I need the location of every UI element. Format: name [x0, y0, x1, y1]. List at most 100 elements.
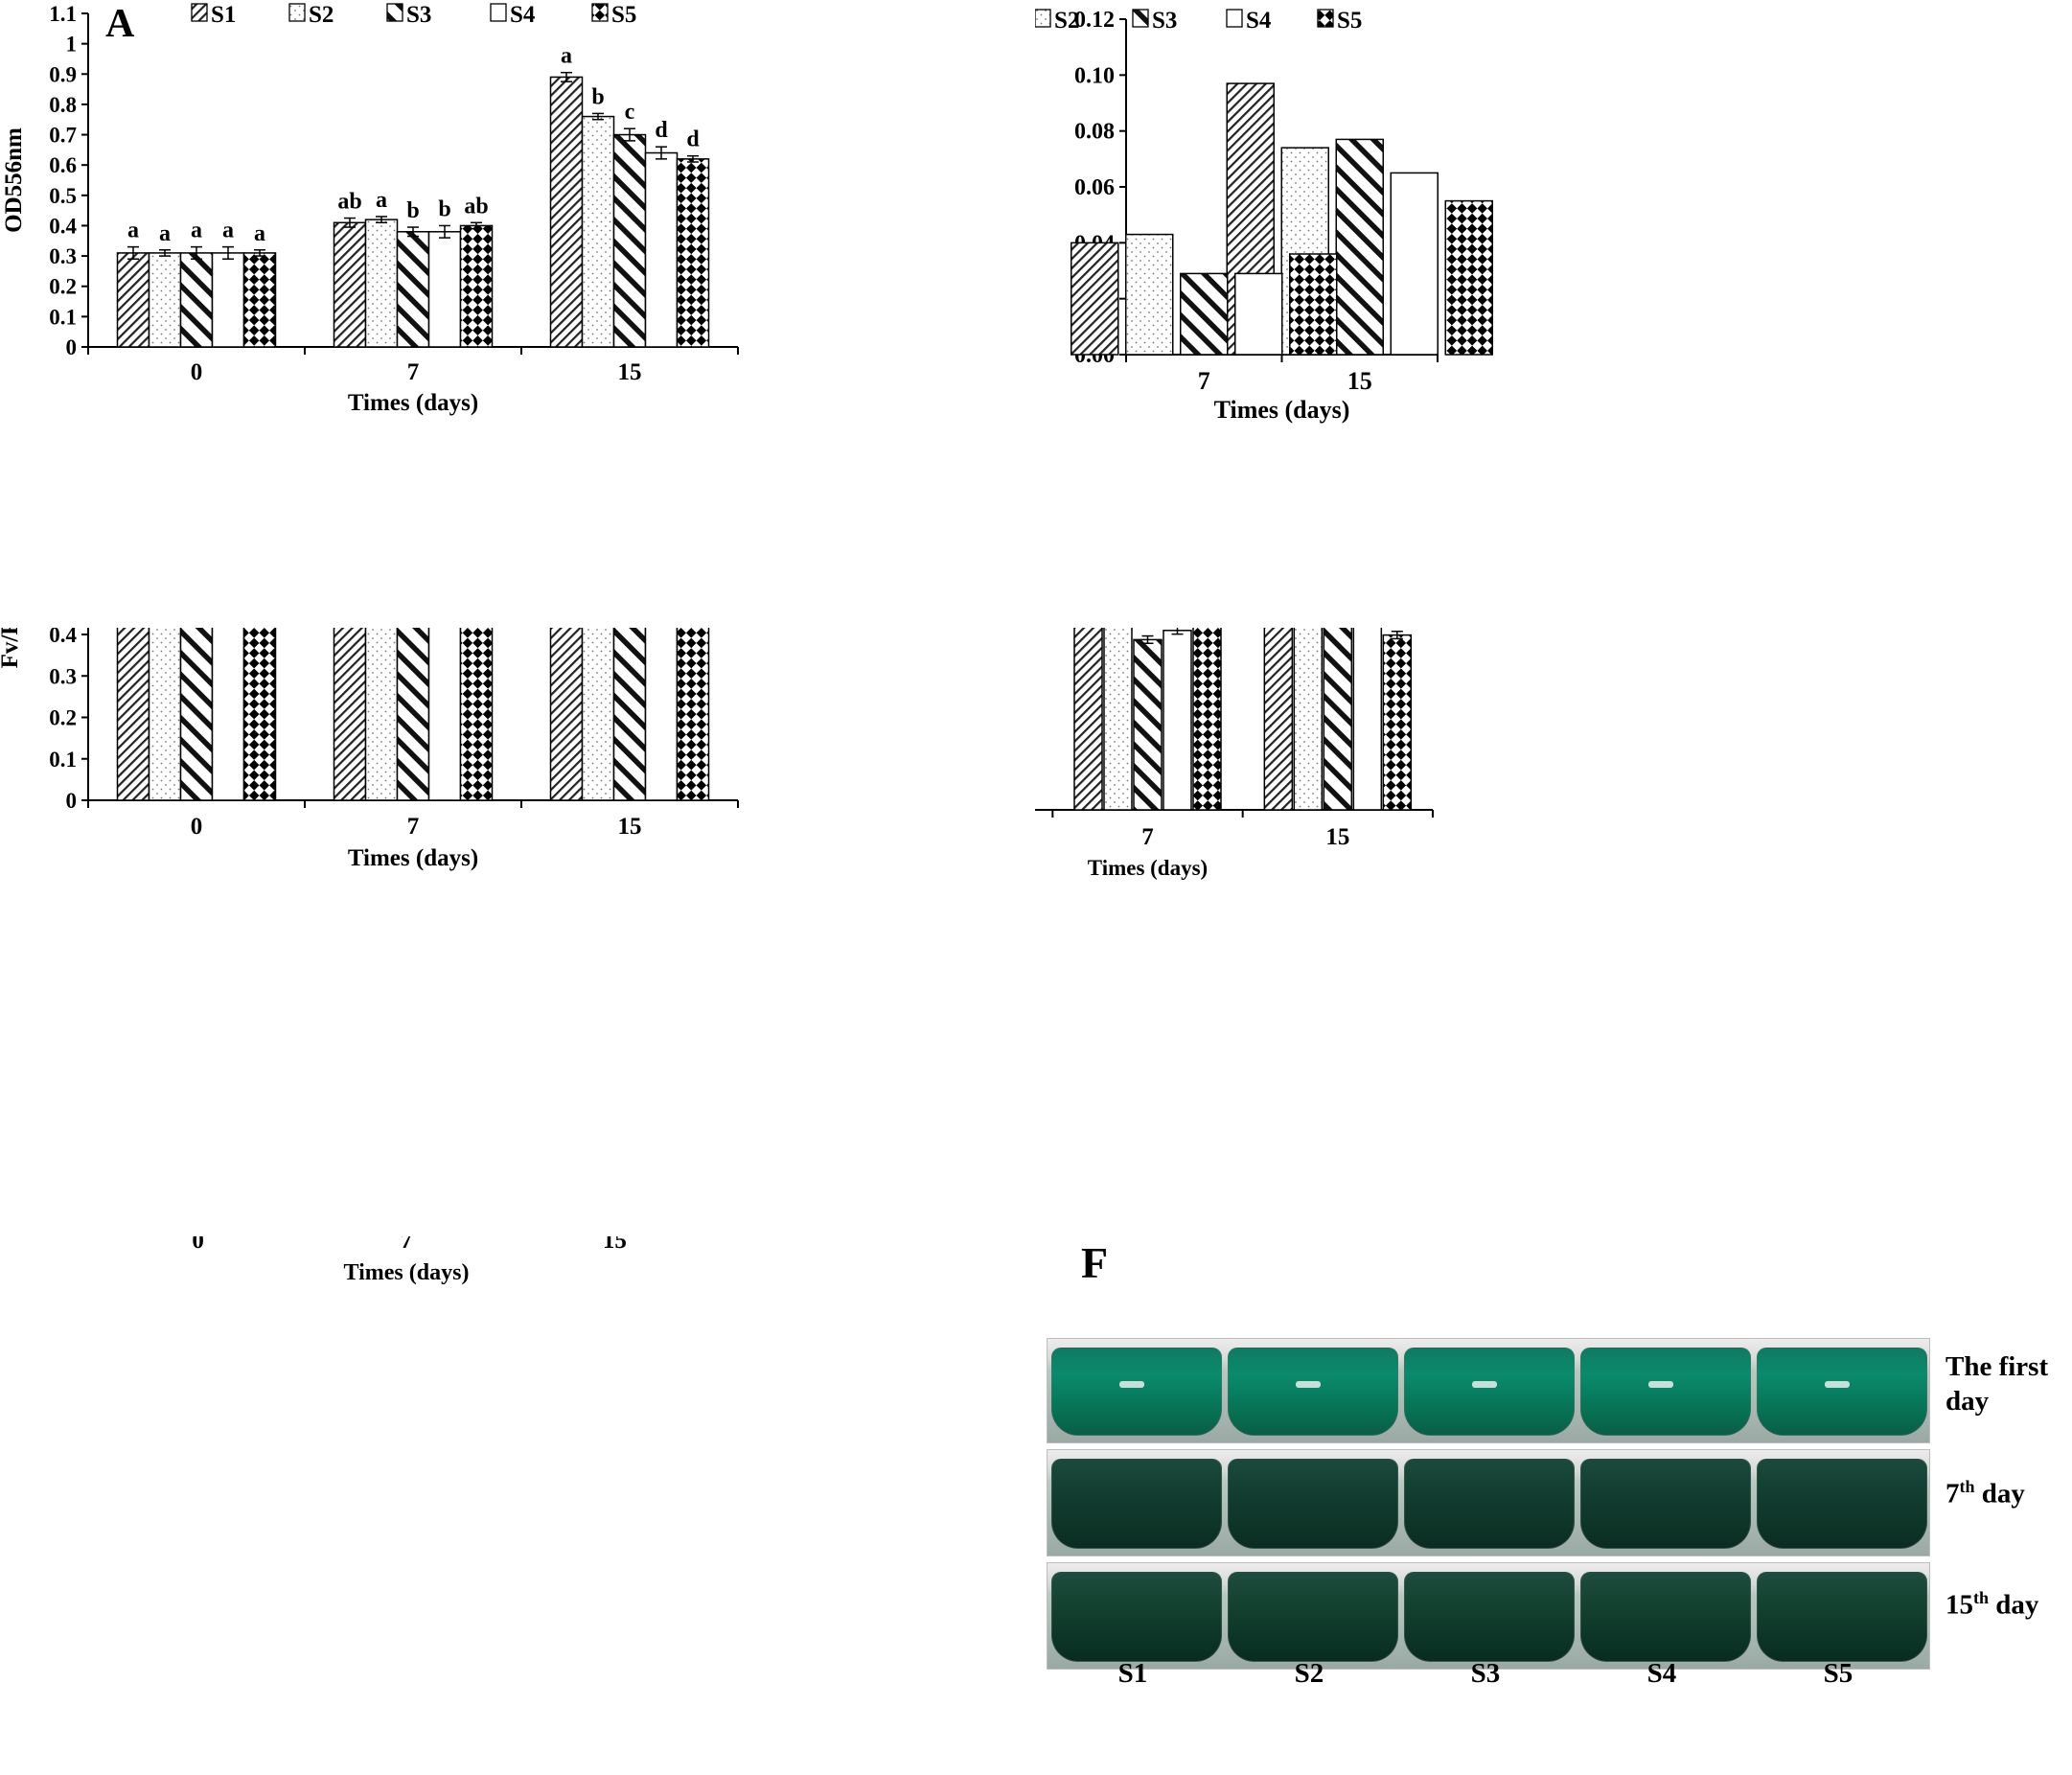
bar-s4	[211, 584, 245, 801]
bar-s3	[1323, 579, 1353, 811]
legend-swatch-s4	[1226, 9, 1243, 28]
y-tick-label: 0	[66, 789, 78, 813]
x-tick-label: 0	[192, 1236, 204, 1254]
flask	[1228, 1347, 1398, 1437]
bar-s3	[396, 555, 430, 801]
y-axis-label: Fv/Fm	[0, 628, 23, 668]
panel-a-chart: 00.10.20.30.40.50.60.70.80.911.10 7 15aaba…	[1, 2, 739, 416]
col-label-s3: S3	[1470, 1658, 1501, 1689]
x-tick-label: 15	[1325, 824, 1349, 850]
bar-s5	[676, 158, 710, 348]
photo-row-7th-day	[1047, 1449, 1930, 1556]
legend-label-s4: S4	[1246, 8, 1272, 34]
legend-label-s2: S2	[1054, 8, 1079, 34]
x-tick-label: 7	[407, 814, 420, 840]
x-tick-label: 0	[191, 814, 203, 840]
flask	[1580, 1458, 1751, 1550]
panel-f-letter: F	[1081, 1238, 1109, 1287]
bar-s1	[333, 221, 367, 348]
x-tick-label: 0	[191, 359, 203, 385]
panel-c-container: 00.10.20.30.40.50.60.70.80715aaaaabaacab…	[0, 457, 1035, 1203]
bar-s3	[1180, 272, 1229, 356]
bar-s3	[179, 584, 214, 801]
bar-s4	[427, 567, 462, 801]
significance-label: a	[222, 219, 234, 243]
col-label-s2: S2	[1294, 1658, 1324, 1689]
bar-s5	[242, 584, 277, 801]
significance-label: c	[1142, 628, 1153, 633]
bar-s1	[549, 538, 584, 801]
bar-s5	[676, 571, 710, 801]
bar-s1	[333, 550, 367, 801]
bar-s1	[116, 584, 150, 801]
bar-s1	[549, 76, 584, 348]
x-axis-label: Times (days)	[348, 845, 478, 871]
significance-label: b	[438, 196, 450, 221]
legend-swatch-s3	[386, 3, 403, 22]
significance-label: c	[625, 100, 635, 125]
y-tick-label: 0.5	[49, 184, 77, 208]
bar-s2	[364, 219, 399, 348]
x-axis-label: Times (days)	[1214, 396, 1350, 424]
col-label-s5: S5	[1823, 1658, 1853, 1689]
y-tick-label: 0.12	[1074, 8, 1115, 33]
flask	[1404, 1347, 1575, 1437]
y-tick-label: 0.3	[49, 244, 77, 268]
y-tick-label: 0.6	[49, 153, 77, 177]
flask	[1404, 1571, 1575, 1663]
row-label-first-day: The first day	[1945, 1351, 2049, 1418]
panel-a-container: 0 0.1 0.2 0.3 0.4 0.5 0.6 0.7 0.8 0.9 1 1.1 0 7 15 a ab a…	[0, 0, 1035, 426]
bar-s1	[1073, 542, 1103, 811]
bar-s3	[612, 133, 647, 348]
x-tick-label: 7	[1198, 367, 1210, 395]
significance-label: d	[686, 127, 700, 152]
bar-s5	[459, 224, 494, 348]
col-label-s4: S4	[1646, 1658, 1677, 1689]
y-tick-label: 0.1	[49, 748, 77, 772]
legend-swatch-s5	[591, 3, 609, 22]
panel-e-chart: 024681012141618200715abcabaaccaccaabTime…	[25, 907, 720, 1285]
y-tick-label: 0.3	[49, 664, 77, 688]
bar-s4	[1390, 172, 1439, 356]
bar-s5	[1192, 615, 1222, 811]
bar-s3	[612, 567, 647, 801]
bar-s5	[1382, 634, 1413, 811]
legend-label-s1: S1	[211, 2, 236, 28]
bar-s5	[459, 575, 494, 801]
bar-s2	[364, 550, 399, 801]
y-tick-label: 0.4	[49, 628, 77, 647]
y-tick-label: 0.1	[49, 305, 77, 329]
photo-row-first-day	[1047, 1338, 1930, 1443]
legend-label-s5: S5	[611, 2, 636, 28]
significance-label: a	[561, 44, 572, 69]
legend-label-s2: S2	[309, 2, 334, 28]
y-tick-label: 1.1	[49, 2, 77, 26]
flask	[1580, 1347, 1751, 1437]
bar-s4	[1163, 630, 1192, 811]
significance-label: a	[254, 221, 265, 246]
bar-s2	[1293, 542, 1324, 811]
legend-swatch-s5	[1317, 9, 1334, 28]
col-label-s1: S1	[1117, 1658, 1148, 1689]
panel-c-chart: 00.10.20.30.40.50.60.70.80715aaaaabaacab…	[0, 457, 739, 871]
row-label-15th-day: 15th day	[1945, 1588, 2039, 1621]
x-tick-label: 7	[1141, 824, 1154, 850]
x-axis-label: Times (days)	[1088, 856, 1208, 880]
x-axis-label: Times (days)	[344, 1260, 470, 1285]
panel-e-container: 024681012141618200715abcabaaccaccaabTime…	[0, 907, 1025, 1770]
x-tick-label: 7	[401, 1236, 413, 1254]
x-tick-label: 15	[1347, 367, 1372, 395]
y-tick-label: 0.2	[49, 706, 77, 730]
panel-letter: A	[105, 2, 135, 46]
flask	[1228, 1458, 1398, 1550]
significance-label: a	[127, 219, 139, 243]
bar-s2	[148, 252, 182, 348]
significance-label: a	[159, 221, 171, 246]
y-tick-label: 0.06	[1074, 175, 1115, 200]
flask	[1051, 1347, 1222, 1437]
significance-label: a	[376, 188, 387, 213]
bar-s4	[644, 571, 679, 801]
legend-label-s5: S5	[1337, 8, 1362, 34]
